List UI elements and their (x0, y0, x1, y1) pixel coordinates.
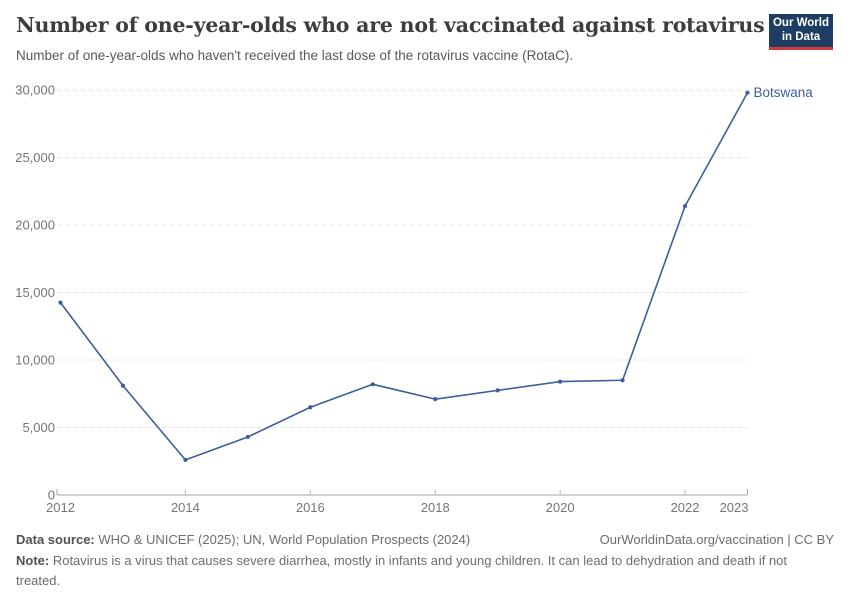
note-label: Note: (16, 553, 50, 568)
data-point[interactable] (620, 378, 625, 383)
data-point[interactable] (558, 379, 563, 384)
x-axis-label: 2014 (171, 500, 200, 515)
data-point[interactable] (58, 300, 63, 305)
data-source-text: WHO & UNICEF (2025); UN, World Populatio… (94, 532, 471, 547)
data-source-line: Data source: WHO & UNICEF (2025); UN, Wo… (16, 532, 470, 547)
y-axis-label: 30,000 (15, 83, 55, 98)
data-line-botswana[interactable] (59, 91, 749, 461)
data-point[interactable] (745, 90, 750, 95)
y-axis-label: 15,000 (15, 285, 55, 300)
series-label-botswana[interactable]: Botswana (754, 85, 814, 100)
data-point[interactable] (120, 383, 126, 388)
chart-subtitle: Number of one-year-olds who haven't rece… (16, 48, 574, 63)
y-axis-label: 0 (48, 488, 55, 503)
y-axis-label: 20,000 (15, 218, 55, 233)
owid-license-link[interactable]: OurWorldinData.org/vaccination | CC BY (599, 532, 834, 547)
x-axis-label: 2022 (671, 500, 700, 515)
data-point[interactable] (370, 382, 375, 387)
data-point[interactable] (495, 388, 500, 393)
data-point[interactable] (308, 405, 313, 410)
data-point[interactable] (183, 457, 188, 462)
page-title: Number of one-year-olds who are not vacc… (16, 13, 765, 37)
y-axis-label: 10,000 (15, 353, 55, 368)
owid-logo-line1: Our World (772, 16, 829, 29)
note-text: Rotavirus is a virus that causes severe … (16, 553, 788, 589)
line-chart[interactable]: 0 5,000 10,000 15,000 20,000 25,000 30,000 2012… (0, 0, 850, 530)
y-axis-label: 25,000 (15, 150, 55, 165)
chart-footer: Data source: WHO & UNICEF (2025); UN, Wo… (16, 532, 834, 591)
y-axis-label: 5,000 (22, 420, 55, 435)
x-axis-label: 2020 (546, 500, 575, 515)
data-point[interactable] (433, 397, 438, 402)
x-axis-label: 2023 (720, 500, 749, 515)
data-point[interactable] (682, 204, 688, 209)
owid-logo-line2: in Data (781, 30, 821, 43)
data-source-label: Data source: (16, 532, 95, 547)
chart-note: Note: Rotavirus is a virus that causes s… (16, 551, 798, 591)
x-axis-label: 2018 (421, 500, 450, 515)
x-axis-label: 2012 (46, 500, 75, 515)
owid-logo: Our World in Data (769, 14, 833, 50)
data-point[interactable] (245, 434, 250, 440)
x-axis-label: 2016 (296, 500, 325, 515)
